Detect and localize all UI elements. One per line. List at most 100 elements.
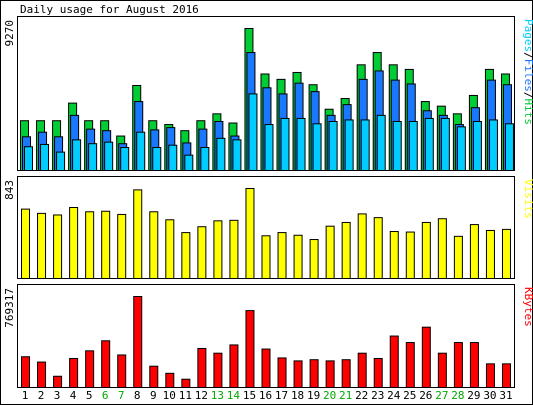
bar-visits-visits-day-26 <box>421 221 431 280</box>
bar-kbytes-kbytes-day-25 <box>405 342 415 388</box>
bar-visits-visits-day-2 <box>37 212 47 279</box>
bar-kbytes-kbytes-day-5 <box>85 350 95 389</box>
bar-visits-visits-day-6 <box>101 210 111 280</box>
bar-hits-pages-day-1 <box>24 146 33 172</box>
legend-entry-kbytes-0: KBytes <box>522 287 533 327</box>
x-tick-label-day-25: 25 <box>403 389 416 402</box>
bar-hits-pages-day-8 <box>136 131 146 171</box>
x-tick-label-day-22: 22 <box>355 389 368 402</box>
bar-kbytes-kbytes-day-4 <box>69 358 79 388</box>
bar-visits-visits-day-14 <box>229 219 239 279</box>
bar-visits-visits-day-31 <box>501 228 511 279</box>
x-tick-label-day-21: 21 <box>339 389 352 402</box>
bar-visits-visits-day-9 <box>149 211 159 279</box>
x-tick-label-day-14: 14 <box>227 389 241 402</box>
x-tick-label-day-26: 26 <box>419 389 432 402</box>
bar-visits-visits-day-16 <box>261 235 271 280</box>
bar-visits-visits-day-15 <box>245 188 255 279</box>
bar-visits-visits-day-27 <box>437 218 447 279</box>
legend-hits: Pages/Files/Hits <box>522 19 533 125</box>
bar-kbytes-kbytes-day-14 <box>229 344 239 389</box>
bar-hits-pages-day-20 <box>328 120 338 171</box>
bar-visits-visits-day-10 <box>165 219 175 280</box>
x-tick-label-day-11: 11 <box>179 389 192 402</box>
chart-title: Daily usage for August 2016 <box>20 3 199 16</box>
bar-kbytes-kbytes-day-7 <box>117 354 127 389</box>
x-tick-label-day-31: 31 <box>499 389 512 402</box>
legend-entry-hits-3: / <box>522 92 533 99</box>
bar-kbytes-kbytes-day-13 <box>213 352 223 388</box>
bar-kbytes-kbytes-day-21 <box>341 359 351 388</box>
x-tick-label-day-6: 6 <box>102 389 109 402</box>
bar-visits-visits-day-4 <box>69 207 79 279</box>
bar-visits-visits-day-25 <box>405 231 415 279</box>
bar-hits-pages-day-7 <box>120 147 130 172</box>
legend-entry-hits-4: Hits <box>522 99 533 126</box>
bar-visits-visits-day-28 <box>453 235 463 279</box>
x-tick-label-day-30: 30 <box>483 389 496 402</box>
bar-kbytes-kbytes-day-3 <box>53 375 63 388</box>
x-tick-label-day-4: 4 <box>70 389 77 402</box>
bar-kbytes-kbytes-day-20 <box>325 360 335 389</box>
x-tick-label-day-23: 23 <box>371 389 384 402</box>
bar-visits-visits-day-17 <box>277 232 287 280</box>
bar-visits-visits-day-8 <box>133 189 143 279</box>
bar-hits-pages-day-26 <box>424 117 434 171</box>
x-tick-label-day-13: 13 <box>211 389 224 402</box>
bar-kbytes-kbytes-day-1 <box>21 356 31 389</box>
bar-visits-visits-day-29 <box>469 224 479 279</box>
bar-kbytes-kbytes-day-15 <box>245 310 255 388</box>
x-axis-day-labels: 1 2 3 4 5 6 7 8 9 10 11 12 13 14 15 16 17 18 19 20 21 22 23 24 2… <box>22 389 513 402</box>
x-tick-label-day-1: 1 <box>22 389 29 402</box>
bar-kbytes-kbytes-day-10 <box>165 372 175 389</box>
bar-hits-pages-day-19 <box>312 123 322 171</box>
bar-hits-pages-day-9 <box>152 147 162 172</box>
bar-hits-pages-day-12 <box>200 147 210 172</box>
bar-visits-visits-day-13 <box>213 220 223 279</box>
legend-entry-hits-1: / <box>522 52 533 59</box>
bar-visits-visits-day-20 <box>325 225 335 279</box>
bar-visits-visits-day-22 <box>357 213 367 279</box>
panel-visits: 843 Visits <box>3 176 533 280</box>
x-tick-label-day-16: 16 <box>259 389 272 402</box>
panel-hits: 9270 Pages/Files/Hits <box>3 16 533 172</box>
bar-hits-pages-day-4 <box>72 139 82 172</box>
bar-hits-pages-day-31 <box>504 123 514 171</box>
bar-kbytes-kbytes-day-2 <box>37 361 47 389</box>
bar-hits-pages-day-11 <box>184 154 194 171</box>
bar-visits-visits-day-19 <box>309 239 319 279</box>
bar-kbytes-kbytes-day-27 <box>437 352 447 388</box>
x-tick-label-day-9: 9 <box>150 389 157 402</box>
bar-kbytes-kbytes-day-22 <box>357 352 367 388</box>
x-tick-label-day-20: 20 <box>323 389 336 402</box>
x-tick-label-day-24: 24 <box>387 389 401 402</box>
x-tick-label-day-7: 7 <box>118 389 125 402</box>
bar-hits-pages-day-10 <box>168 144 178 171</box>
x-tick-label-day-19: 19 <box>307 389 320 402</box>
x-tick-label-day-3: 3 <box>54 389 61 402</box>
y-max-label-hits: 9270 <box>3 20 16 47</box>
bar-hits-pages-day-21 <box>344 119 354 171</box>
bar-hits-pages-day-14 <box>232 139 242 172</box>
bar-hits-pages-day-24 <box>392 120 402 171</box>
bar-hits-pages-day-27 <box>440 117 450 171</box>
x-tick-label-day-2: 2 <box>38 389 45 402</box>
bar-visits-visits-day-12 <box>197 226 207 279</box>
legend-visits: Visits <box>522 179 533 219</box>
x-tick-label-day-18: 18 <box>291 389 304 402</box>
bar-kbytes-kbytes-day-12 <box>197 347 207 388</box>
y-max-label-kbytes: 769317 <box>3 288 16 328</box>
bar-hits-pages-day-22 <box>360 119 370 171</box>
bar-visits-visits-day-18 <box>293 234 303 279</box>
bar-kbytes-kbytes-day-19 <box>309 359 319 388</box>
bar-visits-visits-day-5 <box>85 211 95 279</box>
bar-hits-pages-day-15 <box>248 93 258 171</box>
x-tick-label-day-29: 29 <box>467 389 480 402</box>
bar-visits-visits-day-3 <box>53 214 63 279</box>
x-tick-label-day-5: 5 <box>86 389 93 402</box>
bar-kbytes-kbytes-day-24 <box>389 335 399 388</box>
x-tick-label-day-28: 28 <box>451 389 464 402</box>
